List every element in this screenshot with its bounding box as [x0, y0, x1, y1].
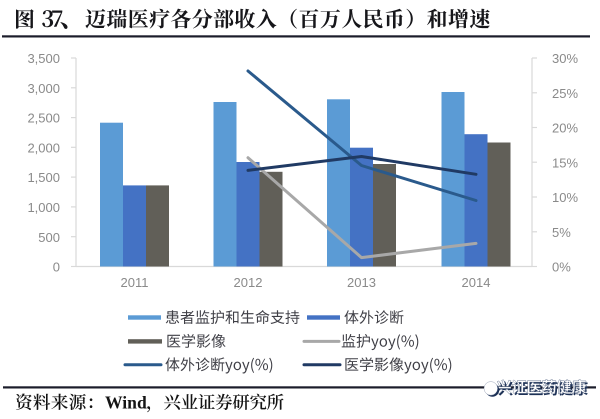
svg-text:0%: 0%	[552, 260, 571, 275]
svg-text:2,500: 2,500	[27, 111, 60, 126]
svg-text:30%: 30%	[552, 51, 578, 66]
svg-text:5%: 5%	[552, 225, 571, 240]
svg-text:3,500: 3,500	[27, 51, 60, 66]
svg-text:2,000: 2,000	[27, 140, 60, 155]
svg-text:25%: 25%	[552, 86, 578, 101]
svg-text:500: 500	[38, 230, 60, 245]
svg-text:20%: 20%	[552, 121, 578, 136]
svg-text:Wind: Wind	[105, 393, 147, 413]
svg-text:2014: 2014	[462, 275, 491, 290]
svg-text:10%: 10%	[552, 190, 578, 205]
svg-text:0: 0	[53, 260, 60, 275]
svg-text:2013: 2013	[347, 275, 376, 290]
svg-text:2012: 2012	[234, 275, 263, 290]
svg-text:2011: 2011	[121, 275, 149, 290]
svg-text:3,000: 3,000	[27, 81, 60, 96]
svg-text:1,500: 1,500	[27, 170, 60, 185]
svg-text:15%: 15%	[552, 155, 578, 170]
svg-text:1,000: 1,000	[27, 200, 60, 215]
